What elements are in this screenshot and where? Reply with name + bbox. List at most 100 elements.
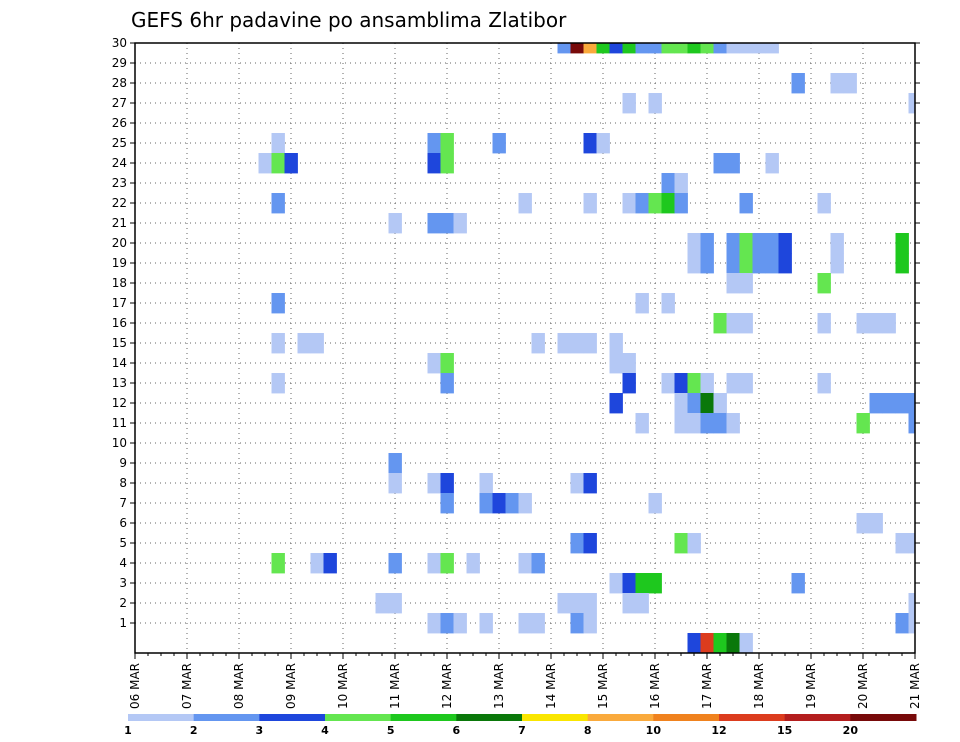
y-tick-label: 12 <box>112 396 127 410</box>
heatmap-cell <box>609 393 623 414</box>
heatmap-cell <box>908 93 916 114</box>
heatmap-cell <box>570 593 584 614</box>
heatmap-cell <box>440 493 454 514</box>
heatmap-cell <box>674 173 688 194</box>
heatmap-cell <box>726 633 740 654</box>
heatmap-cell <box>518 193 532 214</box>
heatmap-cell <box>453 613 467 634</box>
heatmap-cell <box>570 533 584 554</box>
heatmap-cell <box>570 43 584 54</box>
y-tick-label: 2 <box>119 596 127 610</box>
legend-swatch <box>325 714 392 721</box>
heatmap-cell <box>713 153 727 174</box>
heatmap-cell <box>583 593 597 614</box>
heatmap-cell <box>635 293 649 314</box>
legend-swatch <box>522 714 589 721</box>
y-tick-label: 14 <box>112 356 127 370</box>
heatmap-cell <box>648 43 662 54</box>
heatmap-cell <box>674 413 688 434</box>
heatmap-cell <box>713 313 727 334</box>
heatmap-cell <box>713 393 727 414</box>
heatmap-cell <box>752 253 766 274</box>
y-tick-label: 21 <box>112 216 127 230</box>
heatmap-cell <box>856 413 870 434</box>
x-tick-label: 19 MAR <box>804 663 818 709</box>
heatmap-cell <box>726 413 740 434</box>
x-tick-label: 09 MAR <box>284 663 298 709</box>
heatmap-cell <box>635 413 649 434</box>
heatmap-cell <box>830 233 844 254</box>
heatmap-cell <box>765 43 779 54</box>
heatmap-cell <box>674 373 688 394</box>
heatmap-cell <box>739 273 753 294</box>
heatmap-cell <box>427 133 441 154</box>
grid-lines <box>135 42 915 653</box>
heatmap-cell <box>687 233 701 254</box>
y-tick-label: 6 <box>119 516 127 530</box>
heatmap-cell <box>908 413 916 434</box>
heatmap-cell <box>895 253 909 274</box>
y-tick-label: 15 <box>112 336 127 350</box>
legend-swatch <box>850 714 917 721</box>
heatmap-cell <box>791 573 805 594</box>
heatmap-cell <box>648 573 662 594</box>
heatmap-cell <box>271 553 285 574</box>
x-tick-label: 20 MAR <box>856 663 870 709</box>
heatmap-cell <box>635 43 649 54</box>
heatmap-cell <box>635 193 649 214</box>
heatmap-cell <box>440 153 454 174</box>
heatmap-cell <box>674 393 688 414</box>
heatmap-cell <box>687 393 701 414</box>
heatmap-cell <box>271 373 285 394</box>
heatmap-cell <box>700 233 714 254</box>
heatmap-cell <box>700 633 714 654</box>
heatmap-cell <box>518 613 532 634</box>
heatmap-cell <box>661 43 675 54</box>
heatmap-cell <box>427 153 441 174</box>
y-tick-label: 16 <box>112 316 127 330</box>
heatmap-cell <box>440 373 454 394</box>
heatmap-cell <box>817 193 831 214</box>
heatmap-cell <box>375 593 389 614</box>
heatmap-cell <box>765 233 779 254</box>
heatmap-cell <box>700 253 714 274</box>
heatmap-cell <box>583 613 597 634</box>
chart-title: GEFS 6hr padavine po ansamblima Zlatibor <box>131 8 567 32</box>
legend-swatch <box>587 714 654 721</box>
heatmap-cell <box>583 533 597 554</box>
y-tick-label: 3 <box>119 576 127 590</box>
heatmap-cell <box>908 533 916 554</box>
heatmap-cell <box>752 233 766 254</box>
x-axis: 06 MAR 07 MAR 08 MAR 09 MAR 10 MAR 11 MAR 12 M… <box>128 653 922 709</box>
heatmap-cell <box>427 353 441 374</box>
heatmap-cell <box>713 43 727 54</box>
heatmap-cell <box>895 233 909 254</box>
heatmap-cell <box>596 133 610 154</box>
heatmap-cell <box>622 353 636 374</box>
heatmap-cell <box>687 633 701 654</box>
y-tick-label: 29 <box>112 56 127 70</box>
heatmap-cell <box>882 393 896 414</box>
heatmap-cell <box>648 193 662 214</box>
heatmap-cell <box>440 613 454 634</box>
heatmap-cell <box>778 233 792 254</box>
heatmap-cell <box>583 333 597 354</box>
heatmap-cell <box>271 193 285 214</box>
heatmap-cell <box>388 213 402 234</box>
heatmap-cell <box>895 533 909 554</box>
heatmap-cell <box>687 413 701 434</box>
heatmap-cell <box>479 473 493 494</box>
heatmap-cell <box>570 473 584 494</box>
heatmap-cell <box>700 43 714 54</box>
x-tick-label: 08 MAR <box>232 663 246 709</box>
heatmap-cell <box>440 133 454 154</box>
heatmap-cell <box>726 153 740 174</box>
heatmap-cell <box>856 313 870 334</box>
heatmap-cell <box>518 553 532 574</box>
heatmap-cell <box>271 333 285 354</box>
heatmap-cell <box>726 313 740 334</box>
y-tick-label: 10 <box>112 436 127 450</box>
heatmap-cell <box>882 313 896 334</box>
heatmap-cell <box>427 553 441 574</box>
